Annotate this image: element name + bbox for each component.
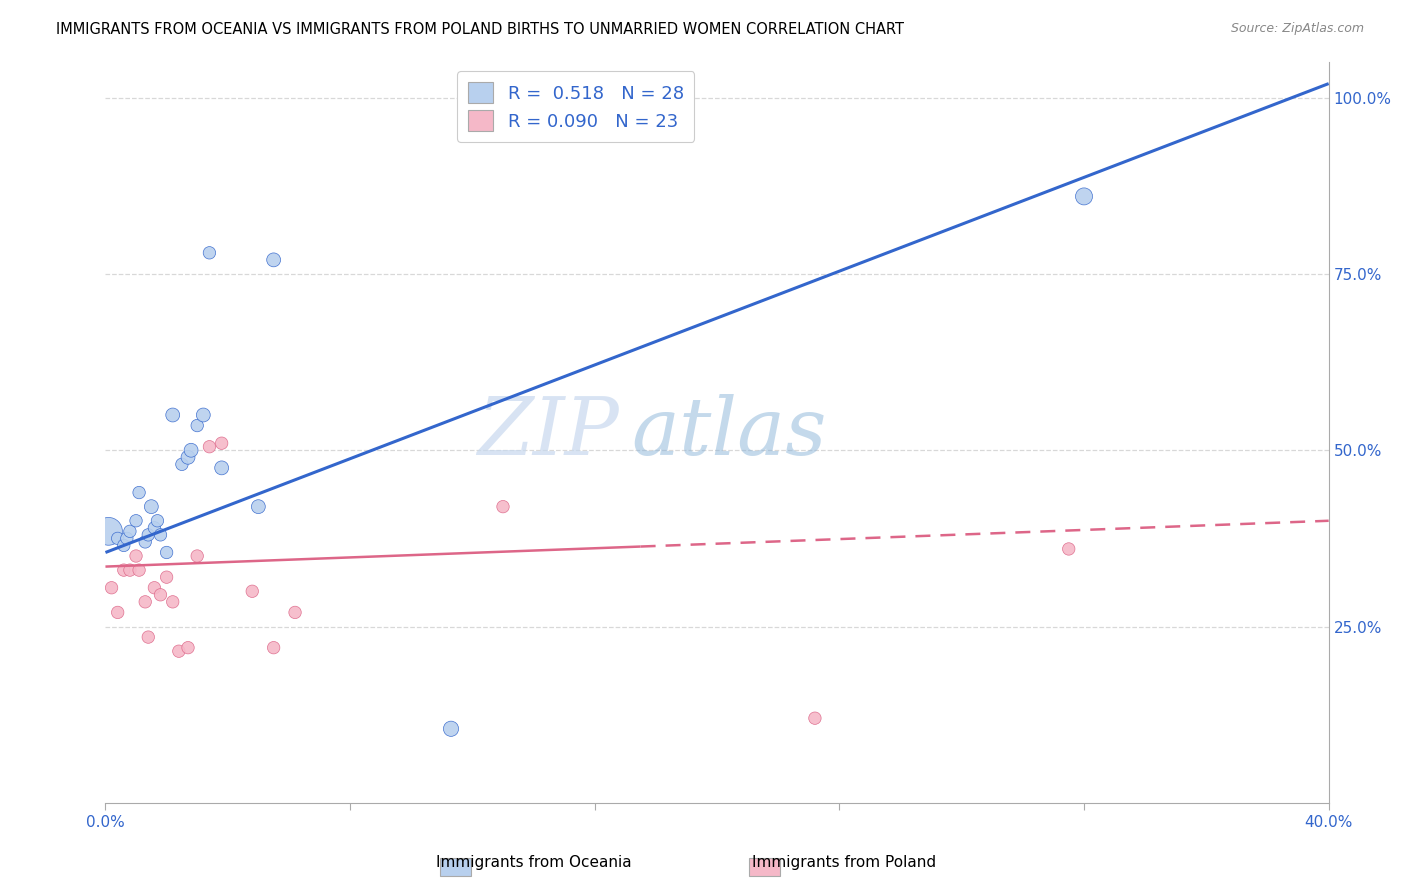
Point xyxy=(155,545,177,559)
Point xyxy=(125,549,148,563)
Point xyxy=(804,711,827,725)
Text: IMMIGRANTS FROM OCEANIA VS IMMIGRANTS FROM POLAND BIRTHS TO UNMARRIED WOMEN CORR: IMMIGRANTS FROM OCEANIA VS IMMIGRANTS FR… xyxy=(56,22,904,37)
Point xyxy=(211,436,233,450)
Point xyxy=(128,485,150,500)
Text: Source: ZipAtlas.com: Source: ZipAtlas.com xyxy=(1230,22,1364,36)
Point xyxy=(247,500,270,514)
Point xyxy=(198,245,221,260)
Point xyxy=(186,418,208,433)
Point xyxy=(162,595,184,609)
Point xyxy=(1073,189,1095,203)
Point xyxy=(136,528,159,542)
Point xyxy=(141,500,163,514)
Point xyxy=(146,514,169,528)
Text: Immigrants from Poland: Immigrants from Poland xyxy=(752,855,935,870)
Point xyxy=(547,119,569,133)
Point xyxy=(170,458,193,472)
Point xyxy=(263,252,285,267)
Point xyxy=(1057,541,1080,556)
Point xyxy=(240,584,263,599)
Point xyxy=(198,440,221,454)
Point xyxy=(125,514,148,528)
Point xyxy=(177,450,200,465)
Point xyxy=(162,408,184,422)
Text: ZIP: ZIP xyxy=(478,394,619,471)
Point xyxy=(112,563,135,577)
Point xyxy=(263,640,285,655)
Point xyxy=(143,581,166,595)
Point xyxy=(193,408,215,422)
Point xyxy=(115,532,138,546)
Point xyxy=(97,524,120,539)
Point xyxy=(128,563,150,577)
Point xyxy=(284,606,307,620)
Point xyxy=(485,119,508,133)
Point xyxy=(100,581,122,595)
Text: atlas: atlas xyxy=(631,394,827,471)
Point xyxy=(143,521,166,535)
Point xyxy=(440,722,463,736)
Point xyxy=(149,528,172,542)
Point xyxy=(177,640,200,655)
Point xyxy=(155,570,177,584)
Point xyxy=(134,535,156,549)
Legend: R =  0.518   N = 28, R = 0.090   N = 23: R = 0.518 N = 28, R = 0.090 N = 23 xyxy=(457,71,695,142)
Point xyxy=(118,524,141,539)
Point xyxy=(492,500,515,514)
Point xyxy=(107,532,129,546)
Text: Immigrants from Oceania: Immigrants from Oceania xyxy=(436,855,633,870)
Point xyxy=(136,630,159,644)
Point xyxy=(180,443,202,458)
Point xyxy=(107,606,129,620)
Point xyxy=(112,538,135,552)
Point xyxy=(149,588,172,602)
Point xyxy=(134,595,156,609)
Point xyxy=(186,549,208,563)
Point xyxy=(118,563,141,577)
Point xyxy=(211,461,233,475)
Point xyxy=(167,644,190,658)
